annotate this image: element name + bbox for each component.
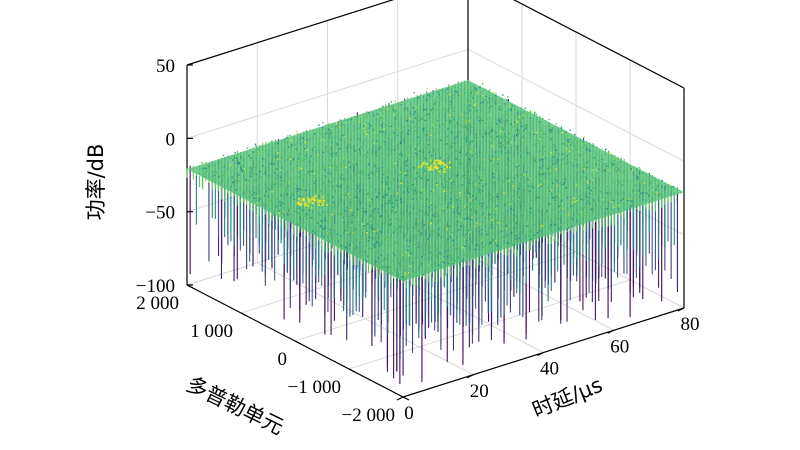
- grid-wall-z: [186, 48, 469, 139]
- surface-layer: [186, 80, 685, 384]
- box-edge: [512, 0, 685, 89]
- box-edge: [186, 0, 395, 66]
- grid-wall-z: [467, 48, 685, 162]
